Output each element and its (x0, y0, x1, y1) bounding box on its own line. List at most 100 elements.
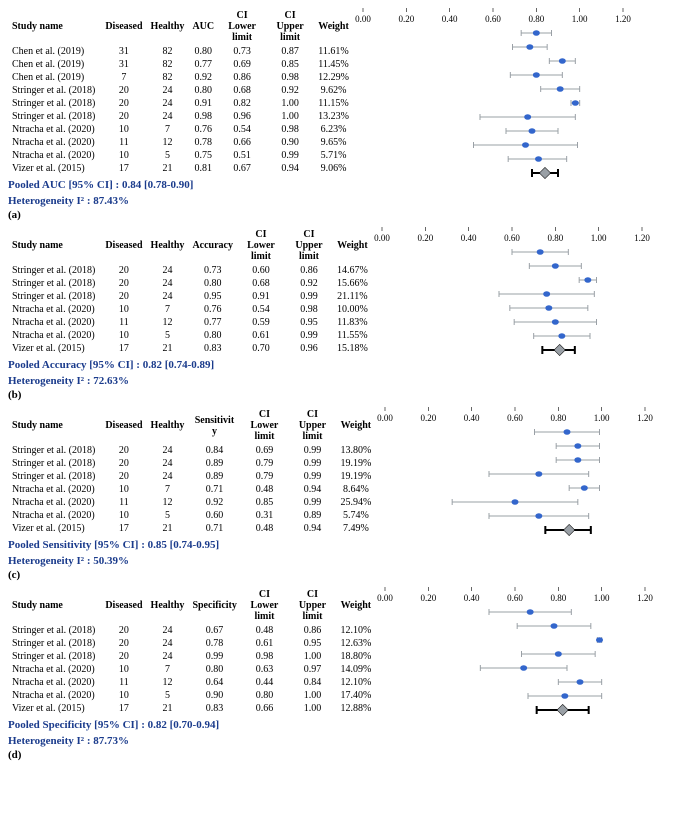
svg-text:0.00: 0.00 (374, 233, 390, 243)
table-row: Ntracha et al. (2020)11120.770.590.9511.… (8, 316, 372, 329)
panel-sensitivity: Study nameDiseasedHealthySensitivit yCI … (8, 407, 677, 581)
svg-text:0.60: 0.60 (507, 413, 523, 423)
table-row: Ntracha et al. (2020)1070.800.630.9714.0… (8, 663, 375, 676)
table-row: Stringer et al. (2018)20240.980.961.0013… (8, 110, 353, 123)
table-row: Stringer et al. (2018)20240.950.910.9921… (8, 290, 372, 303)
svg-text:0.00: 0.00 (377, 413, 393, 423)
table-row: Chen et al. (2019)31820.800.730.8711.61% (8, 45, 353, 58)
forest-plot-specificity: 0.000.200.400.600.801.001.20 (375, 587, 655, 719)
pooled-summary: Pooled Accuracy [95% CI] : 0.82 [0.74-0.… (8, 359, 372, 371)
table-row: Stringer et al. (2018)20240.840.690.9913… (8, 444, 375, 457)
table-row: Stringer et al. (2018)20240.730.600.8614… (8, 264, 372, 277)
svg-text:0.40: 0.40 (464, 593, 480, 603)
panel-auc: Study nameDiseasedHealthyAUCCI Lower lim… (8, 8, 677, 221)
table-row: Stringer et al. (2018)20240.800.680.9215… (8, 277, 372, 290)
svg-text:0.20: 0.20 (421, 593, 437, 603)
col-ci-hi: CI Upper limit (285, 227, 333, 264)
heterogeneity: Heterogeneity I² : 72.63% (8, 375, 372, 387)
col-metric: AUC (188, 8, 218, 45)
meta-table-accuracy: Study nameDiseasedHealthyAccuracyCI Lowe… (8, 227, 372, 355)
table-row: Ntracha et al. (2020)11120.780.660.909.6… (8, 136, 353, 149)
col-metric: Accuracy (188, 227, 237, 264)
heterogeneity: Heterogeneity I² : 87.43% (8, 195, 353, 207)
forest-plot-auc: 0.000.200.400.600.801.001.20 (353, 8, 633, 182)
col-ci-hi: CI Upper limit (266, 8, 314, 45)
svg-text:1.00: 1.00 (591, 233, 607, 243)
svg-text:0.40: 0.40 (442, 14, 458, 24)
table-row: Ntracha et al. (2020)1070.760.540.986.23… (8, 123, 353, 136)
col-diseased: Diseased (101, 587, 146, 624)
pooled-summary: Pooled Specificity [95% CI] : 0.82 [0.70… (8, 719, 375, 731)
meta-table-auc: Study nameDiseasedHealthyAUCCI Lower lim… (8, 8, 353, 175)
col-diseased: Diseased (101, 227, 146, 264)
col-healthy: Healthy (147, 8, 189, 45)
col-healthy: Healthy (147, 227, 189, 264)
col-study: Study name (8, 587, 101, 624)
svg-text:1.00: 1.00 (594, 593, 610, 603)
table-row: Stringer et al. (2018)20240.780.610.9512… (8, 637, 375, 650)
table-row: Ntracha et al. (2020)1070.760.540.9810.0… (8, 303, 372, 316)
col-diseased: Diseased (101, 8, 146, 45)
svg-text:0.80: 0.80 (551, 413, 567, 423)
table-row: Ntracha et al. (2020)1050.900.801.0017.4… (8, 689, 375, 702)
table-row: Stringer et al. (2018)20240.890.790.9919… (8, 470, 375, 483)
meta-table-specificity: Study nameDiseasedHealthySpecificityCI L… (8, 587, 375, 715)
col-weight: Weight (314, 8, 353, 45)
svg-text:0.40: 0.40 (461, 233, 477, 243)
panel-specificity: Study nameDiseasedHealthySpecificityCI L… (8, 587, 677, 761)
table-row: Ntracha et al. (2020)1070.710.480.948.64… (8, 483, 375, 496)
table-row: Vizer et al. (2015)17210.830.661.0012.88… (8, 702, 375, 715)
table-row: Stringer et al. (2018)20240.890.790.9919… (8, 457, 375, 470)
table-row: Vizer et al. (2015)17210.810.670.949.06% (8, 162, 353, 175)
col-ci-lo: CI Lower limit (240, 587, 288, 624)
svg-text:0.00: 0.00 (355, 14, 371, 24)
panel-label: (b) (8, 389, 677, 401)
table-row: Stringer et al. (2018)20240.910.821.0011… (8, 97, 353, 110)
svg-text:1.00: 1.00 (572, 14, 588, 24)
table-row: Chen et al. (2019)31820.770.690.8511.45% (8, 58, 353, 71)
table-row: Chen et al. (2019)7820.920.860.9812.29% (8, 71, 353, 84)
table-row: Vizer et al. (2015)17210.830.700.9615.18… (8, 342, 372, 355)
col-weight: Weight (336, 407, 375, 444)
col-study: Study name (8, 8, 101, 45)
panel-label: (d) (8, 749, 677, 761)
svg-text:1.00: 1.00 (594, 413, 610, 423)
pooled-summary: Pooled Sensitivity [95% CI] : 0.85 [0.74… (8, 539, 375, 551)
svg-text:0.80: 0.80 (547, 233, 563, 243)
svg-text:0.20: 0.20 (398, 14, 414, 24)
svg-text:1.20: 1.20 (634, 233, 650, 243)
forest-plot-sensitivity: 0.00 0.20 0.40 0.60 0.80 1.00 1.20 (375, 407, 655, 539)
table-row: Vizer et al. (2015)17210.710.480.947.49% (8, 522, 375, 535)
panel-label: (a) (8, 209, 677, 221)
svg-text:0.40: 0.40 (464, 413, 480, 423)
svg-text:0.60: 0.60 (507, 593, 523, 603)
svg-text:0.60: 0.60 (504, 233, 520, 243)
heterogeneity: Heterogeneity I² : 87.73% (8, 735, 375, 747)
col-metric: Sensitivit y (188, 407, 240, 444)
svg-text:1.20: 1.20 (637, 413, 653, 423)
col-weight: Weight (333, 227, 372, 264)
table-row: Stringer et al. (2018)20240.670.480.8612… (8, 624, 375, 637)
col-study: Study name (8, 407, 101, 444)
col-healthy: Healthy (147, 587, 189, 624)
col-healthy: Healthy (147, 407, 189, 444)
svg-text:0.20: 0.20 (417, 233, 433, 243)
col-ci-lo: CI Lower limit (218, 8, 266, 45)
table-row: Ntracha et al. (2020)1050.800.610.9911.5… (8, 329, 372, 342)
forest-plot-accuracy: 0.00 0.20 0.40 0.60 0.80 1.00 1.20 (372, 227, 652, 359)
svg-text:1.20: 1.20 (615, 14, 631, 24)
col-ci-lo: CI Lower limit (240, 407, 288, 444)
svg-text:0.00: 0.00 (377, 593, 393, 603)
col-ci-lo: CI Lower limit (237, 227, 285, 264)
table-row: Ntracha et al. (2020)11120.920.850.9925.… (8, 496, 375, 509)
col-ci-hi: CI Upper limit (288, 407, 336, 444)
svg-text:1.20: 1.20 (637, 593, 653, 603)
col-weight: Weight (336, 587, 375, 624)
svg-text:0.20: 0.20 (421, 413, 437, 423)
panel-label: (c) (8, 569, 677, 581)
svg-text:0.60: 0.60 (485, 14, 501, 24)
panel-accuracy: Study nameDiseasedHealthyAccuracyCI Lowe… (8, 227, 677, 401)
col-metric: Specificity (188, 587, 240, 624)
table-row: Stringer et al. (2018)20240.800.680.929.… (8, 84, 353, 97)
heterogeneity: Heterogeneity I² : 50.39% (8, 555, 375, 567)
